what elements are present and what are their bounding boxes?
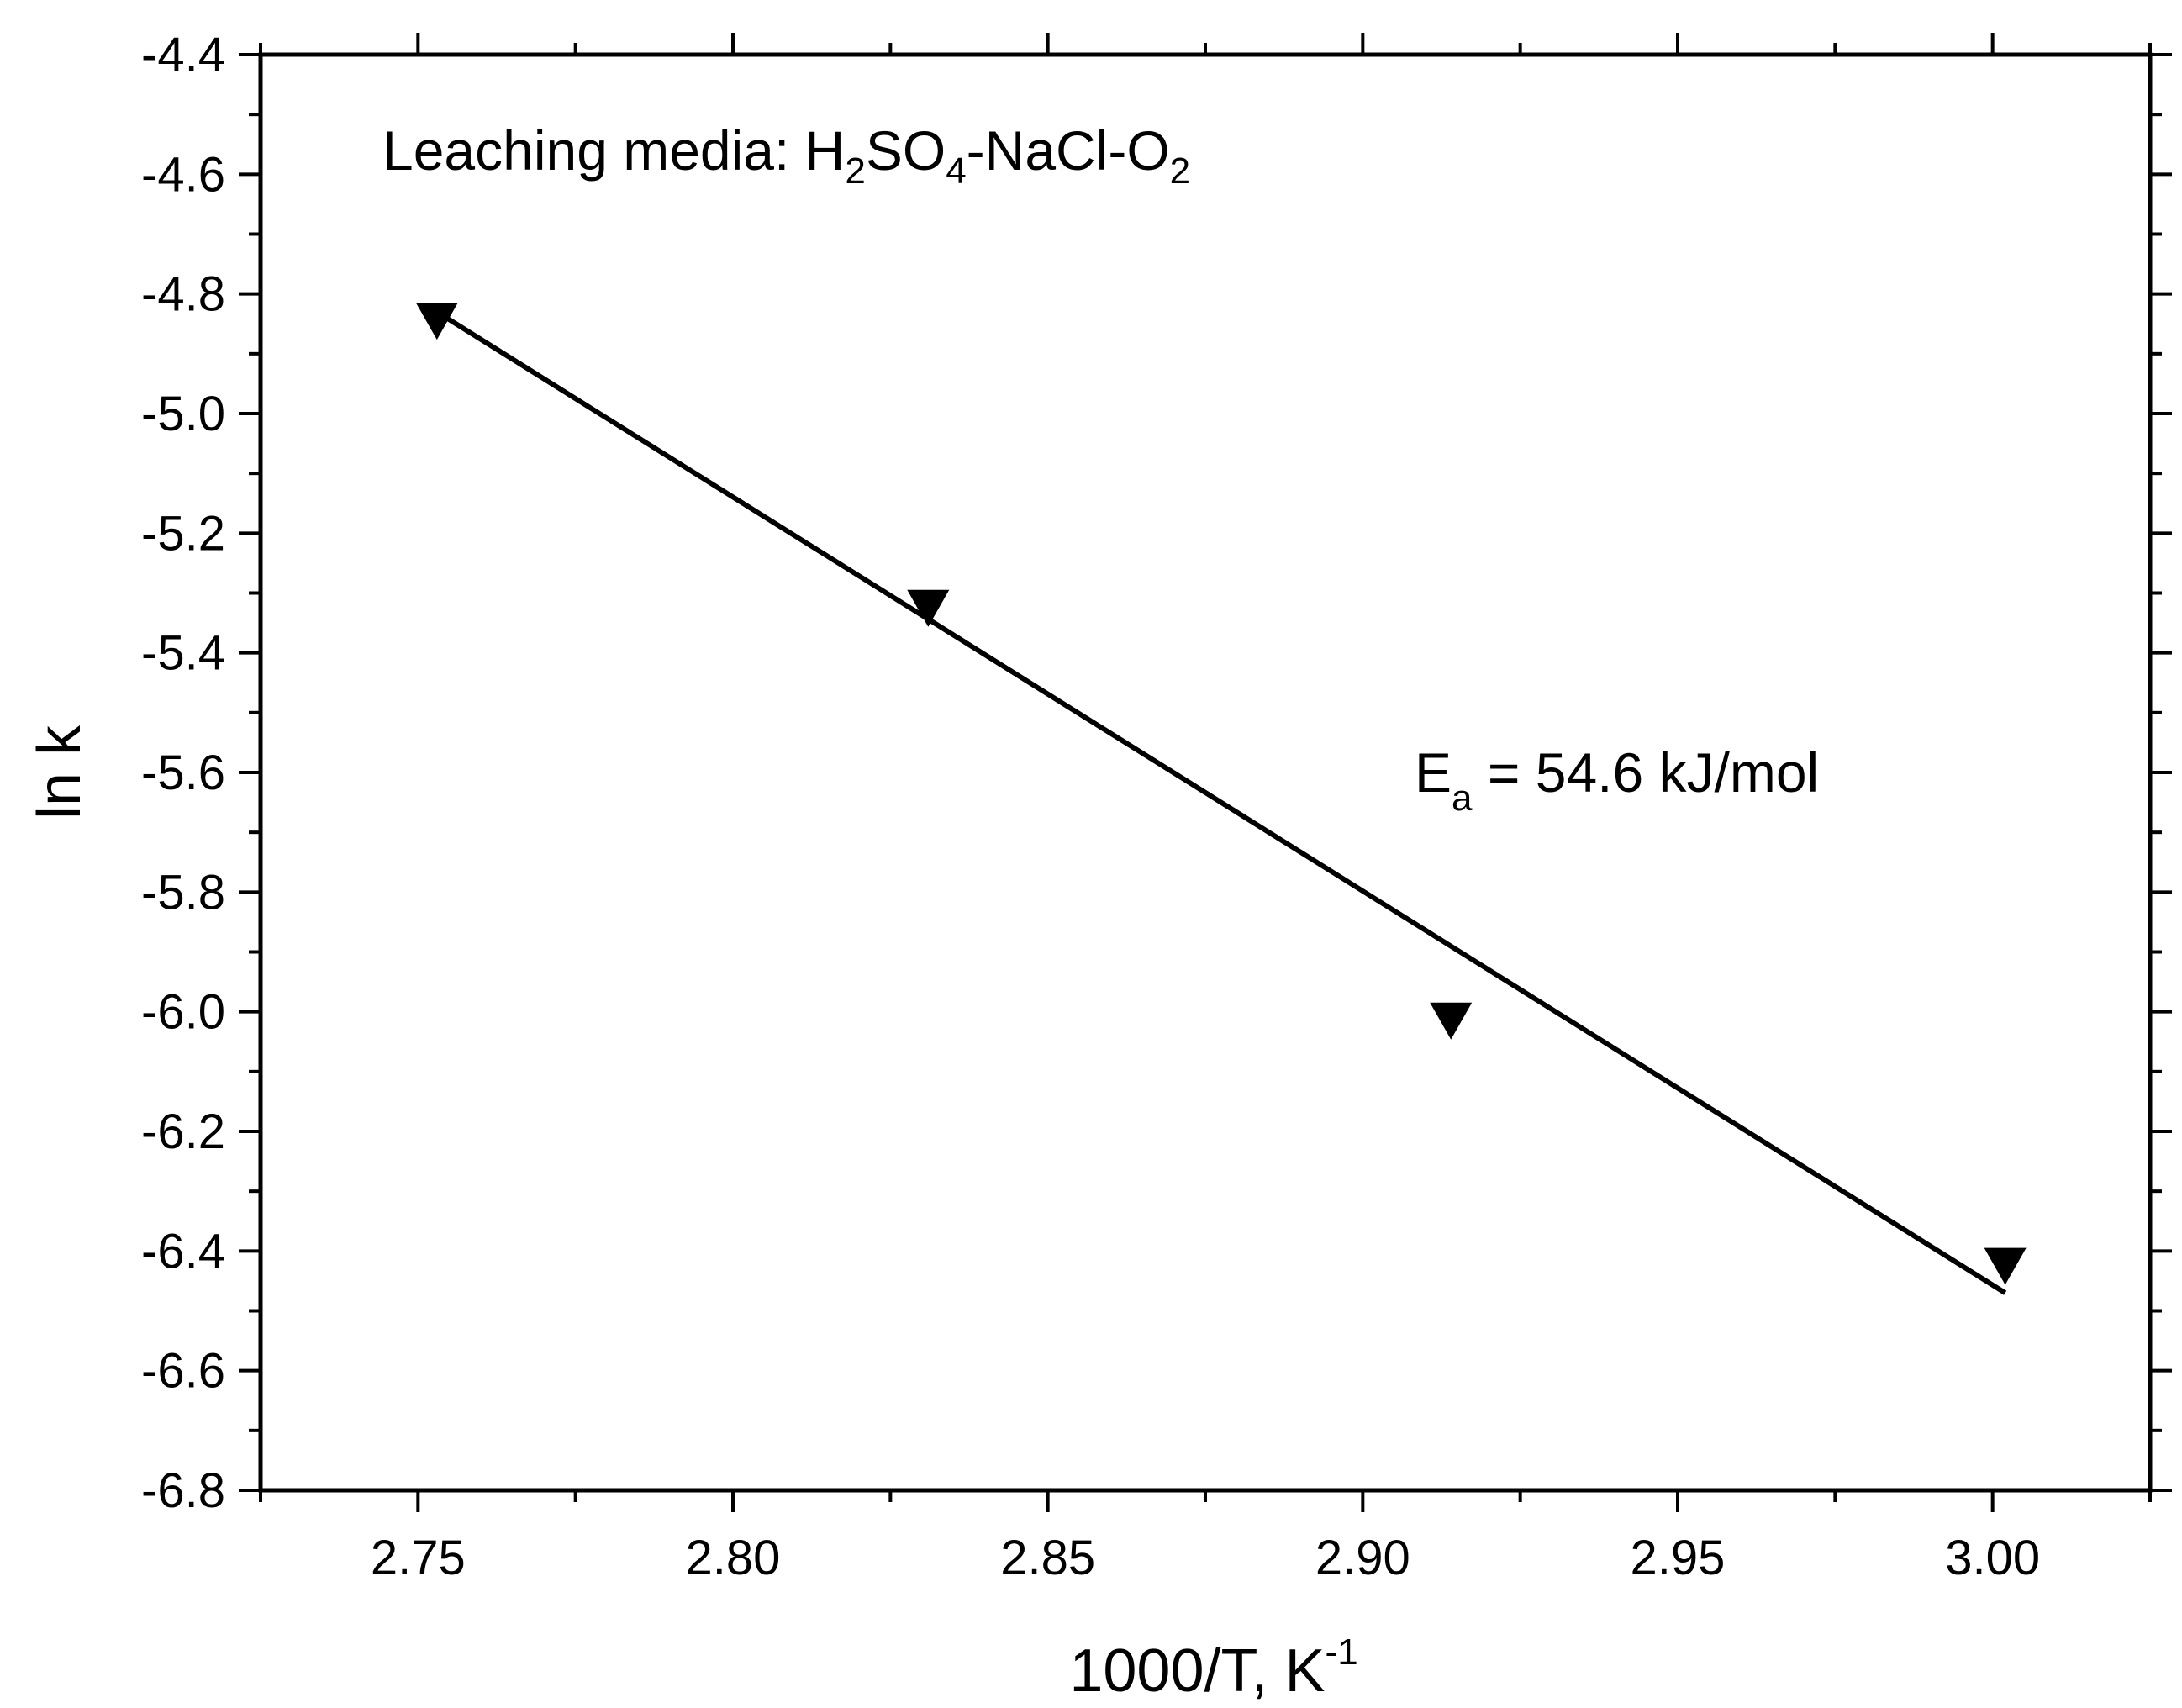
- y-tick-label: -6.4: [141, 1224, 225, 1278]
- y-tick-label: -5.0: [141, 387, 225, 441]
- data-point-triangle: [1984, 1247, 2027, 1285]
- y-tick-label: -5.8: [141, 865, 225, 920]
- points-layer: [415, 303, 2027, 1285]
- y-tick-label: -6.0: [141, 985, 225, 1040]
- x-tick-label: 2.75: [371, 1531, 466, 1585]
- x-tick-label: 2.90: [1315, 1531, 1410, 1585]
- media-subscript-2: 4: [946, 150, 966, 192]
- y-tick-label: -4.6: [141, 147, 225, 202]
- x-axis-title-superscript: -1: [1326, 1632, 1358, 1673]
- y-tick-label: -4.8: [141, 267, 225, 322]
- x-axis-title: 1000/T, K-1: [1069, 1632, 1357, 1705]
- y-tick-label: -6.6: [141, 1344, 225, 1399]
- x-tick-label: 2.85: [1000, 1531, 1095, 1585]
- fit-layer: [435, 309, 2007, 1295]
- media-annotation: Leaching media: H2SO4-NaCl-O2: [382, 119, 1190, 192]
- media-text-2: SO: [866, 119, 946, 182]
- x-tick-label: 2.80: [686, 1531, 781, 1585]
- data-point-triangle: [1430, 1002, 1473, 1040]
- y-tick-label: -5.2: [141, 506, 225, 561]
- media-text-1: Leaching media: H: [382, 119, 845, 182]
- y-tick-label: -4.4: [141, 28, 225, 82]
- y-tick-label: -5.4: [141, 626, 225, 681]
- media-text-3: -NaCl-O: [967, 119, 1170, 182]
- data-point-triangle: [907, 589, 950, 627]
- ea-symbol: E: [1415, 741, 1452, 804]
- x-axis-title-main: 1000/T, K: [1069, 1637, 1325, 1705]
- media-subscript-3: 2: [1170, 150, 1190, 192]
- x-tick-label: 2.95: [1631, 1531, 1726, 1585]
- x-tick-label: 3.00: [1945, 1531, 2040, 1585]
- y-tick-label: -6.8: [141, 1463, 225, 1518]
- plot-frame: [258, 52, 2153, 1493]
- y-axis-title: ln k: [26, 725, 93, 820]
- activation-energy-annotation: Ea = 54.6 kJ/mol: [1415, 741, 1819, 819]
- tick-labels-layer: 2.75 2.80 2.85 2.90 2.95 3.00 -4.4 -4.6 -4.8 -5.0…: [141, 28, 2040, 1585]
- ea-value: = 54.6 kJ/mol: [1473, 741, 1820, 804]
- y-tick-label: -5.6: [141, 746, 225, 800]
- data-point-triangle: [415, 303, 458, 340]
- y-tick-label: -6.2: [141, 1104, 225, 1159]
- linear-fit-line: [435, 309, 2007, 1295]
- media-subscript-1: 2: [845, 150, 865, 192]
- ea-subscript: a: [1452, 778, 1473, 819]
